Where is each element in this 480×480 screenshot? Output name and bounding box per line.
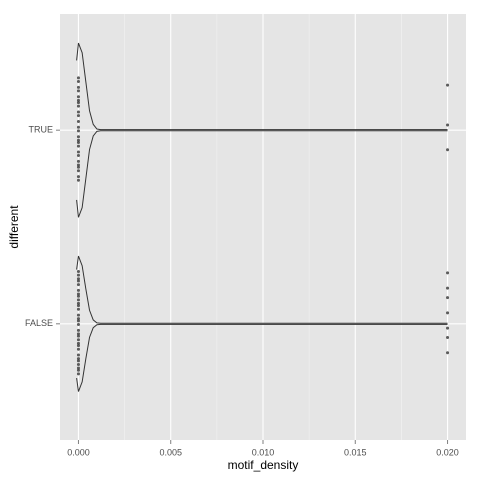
point [76,359,80,363]
point [76,95,80,99]
point [76,338,80,342]
point [76,307,80,311]
y-tick-label: TRUE [29,125,54,135]
point [76,347,80,351]
point [76,323,80,327]
point [76,119,80,123]
point [76,332,80,336]
x-axis-title: motif_density [228,458,299,472]
point [76,98,80,102]
point [76,76,80,80]
point [76,319,80,323]
violin-lower [76,323,448,392]
point [446,83,450,87]
point [76,150,80,154]
point [76,144,80,148]
point [76,328,80,332]
violin-lower [76,130,448,218]
y-axis-title: different [7,205,21,249]
point [76,129,80,133]
point [76,344,80,348]
point [446,296,450,300]
violin-upper [76,255,448,324]
point [76,80,80,84]
point [76,368,80,372]
point [76,301,80,305]
x-tick-label: 0.020 [436,447,459,457]
x-tick-label: 0.015 [344,447,367,457]
point [76,288,80,292]
point [446,286,450,290]
point [76,110,80,114]
point [76,362,80,366]
point [76,159,80,163]
point [76,169,80,173]
point [76,104,80,108]
point [76,273,80,277]
point [76,135,80,139]
point [76,277,80,281]
point [76,89,80,93]
point [76,101,80,105]
point [76,283,80,287]
violin-upper [76,42,448,131]
point [76,279,80,283]
point [76,138,80,142]
x-tick-label: 0.010 [252,447,275,457]
point [446,271,450,275]
point [76,357,80,361]
point [76,372,80,376]
point [76,165,80,169]
point [76,317,80,321]
point [76,85,80,89]
point [76,270,80,274]
point [76,175,80,179]
point [76,163,80,167]
point [76,341,80,345]
point [76,114,80,118]
point [76,178,80,182]
point [76,298,80,302]
point [446,123,450,127]
point [76,313,80,317]
point [76,125,80,129]
point [76,141,80,145]
point [446,326,450,330]
point [76,334,80,338]
point [446,148,450,152]
point [76,304,80,308]
point [76,294,80,298]
point [446,351,450,355]
point [76,154,80,158]
point [446,311,450,315]
point [76,353,80,357]
point [76,366,80,370]
point [446,336,450,340]
x-tick-label: 0.000 [67,447,90,457]
y-tick-label: FALSE [25,318,53,328]
point [76,292,80,296]
x-tick-label: 0.005 [159,447,182,457]
